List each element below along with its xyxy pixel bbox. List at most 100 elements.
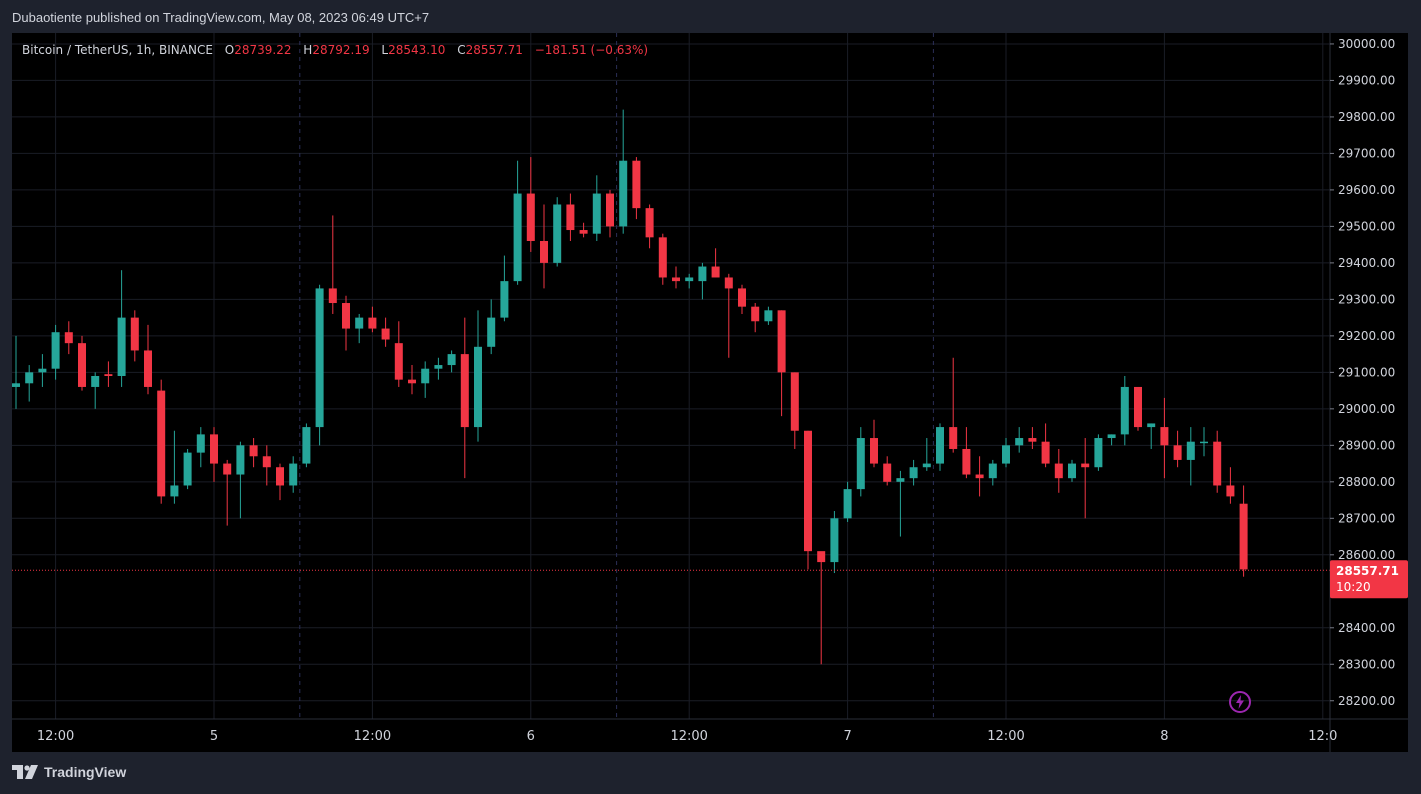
grid <box>12 33 1330 719</box>
candle-body <box>368 317 377 329</box>
candle-body <box>170 485 179 497</box>
candle-body <box>526 193 535 241</box>
candle <box>606 189 614 238</box>
candle-body <box>1068 463 1076 479</box>
price-tick-label: 29100.00 <box>1338 365 1395 379</box>
time-tick-label: 12:00 <box>354 729 391 744</box>
candle-body <box>421 368 430 384</box>
tradingview-logo[interactable]: TradingView <box>12 764 126 780</box>
candle-body <box>289 463 298 486</box>
candle <box>196 427 205 468</box>
candle <box>223 459 232 526</box>
candle <box>249 438 258 468</box>
candle-body <box>236 445 245 475</box>
candle-body <box>777 310 786 373</box>
candle-body <box>975 474 984 479</box>
candle-body <box>12 383 20 387</box>
candle <box>922 438 931 471</box>
chart-panel[interactable]: 30000.00 29900.00 29800.00 29700.00 29600.00… <box>12 33 1408 752</box>
candle <box>1015 427 1024 453</box>
candle <box>1186 427 1195 486</box>
candle-body <box>1200 441 1208 444</box>
time-axis[interactable]: 12:00 5 12:00 6 12:00 7 12:00 8 12:0 <box>12 718 1408 744</box>
candle-body <box>1173 445 1182 460</box>
candle <box>843 481 852 522</box>
candle <box>566 193 575 241</box>
price-tick-label: 28400.00 <box>1338 621 1395 635</box>
candle <box>144 324 152 395</box>
candle <box>909 459 918 486</box>
candle <box>1002 438 1010 468</box>
candle-body <box>698 266 707 282</box>
candle <box>170 430 179 504</box>
candle <box>1239 485 1248 577</box>
tradingview-logo-text: TradingView <box>44 764 127 780</box>
candle <box>896 470 905 537</box>
candle-body <box>394 343 403 380</box>
candle <box>368 306 377 333</box>
candle-body <box>870 438 878 464</box>
candle-body <box>1120 386 1129 435</box>
candle <box>804 430 812 570</box>
candle-body <box>302 427 311 464</box>
candle-body <box>223 463 232 475</box>
time-tick-label: 6 <box>527 729 535 744</box>
candle-body <box>447 354 456 366</box>
candle-body <box>117 317 126 376</box>
candle-body <box>315 288 324 428</box>
candle <box>487 299 496 355</box>
candle <box>12 335 20 409</box>
candle-body <box>685 277 694 282</box>
candle <box>1226 467 1235 504</box>
candle <box>817 551 826 665</box>
candle-body <box>1160 427 1169 446</box>
candle <box>51 324 60 380</box>
candle <box>25 365 34 402</box>
candle-body <box>1081 463 1090 468</box>
change-value: −181.51 (−0.63%) <box>534 43 649 57</box>
candle <box>447 350 456 373</box>
candle-body <box>157 390 166 497</box>
time-tick-label: 5 <box>210 729 218 744</box>
price-axis[interactable]: 30000.00 29900.00 29800.00 29700.00 29600.00… <box>1329 33 1408 752</box>
candle-body <box>751 306 760 322</box>
time-tick-label: 12:0 <box>1308 729 1337 744</box>
candle <box>1107 434 1116 446</box>
price-tick-label: 29400.00 <box>1338 256 1395 270</box>
candle-body <box>540 240 548 263</box>
candle <box>302 423 311 468</box>
candle-body <box>38 368 47 373</box>
candle <box>1054 448 1063 493</box>
candle <box>315 284 324 446</box>
price-tick-label: 29600.00 <box>1338 183 1395 197</box>
candle <box>632 157 641 220</box>
candle <box>474 310 482 442</box>
candle <box>658 233 667 285</box>
candle-body <box>645 208 654 238</box>
tradingview-logo-icon <box>12 765 38 779</box>
candle-body <box>962 448 971 475</box>
low-label: L <box>381 43 389 57</box>
lightning-icon[interactable] <box>1229 691 1251 713</box>
candle <box>645 204 654 249</box>
candle-body <box>843 489 852 519</box>
candle <box>210 427 218 482</box>
candlestick-chart[interactable]: 30000.00 29900.00 29800.00 29700.00 29600.00… <box>12 33 1408 752</box>
candle-body <box>790 372 799 431</box>
candle <box>1147 423 1156 449</box>
candle-body <box>196 434 205 453</box>
candle <box>526 157 535 252</box>
price-tick-label: 28900.00 <box>1338 438 1395 452</box>
session-separators <box>299 33 934 719</box>
candle-body <box>1213 441 1222 486</box>
candle-body <box>91 376 100 387</box>
published-info: Dubaotiente published on TradingView.com… <box>12 10 430 25</box>
candle <box>1173 430 1182 468</box>
candle-body <box>830 518 839 563</box>
price-tick-label: 28800.00 <box>1338 475 1395 489</box>
candle <box>157 379 166 504</box>
candle <box>856 427 865 497</box>
price-tick-label: 28700.00 <box>1338 511 1395 525</box>
candle-body <box>210 434 218 464</box>
candle-body <box>262 456 271 468</box>
